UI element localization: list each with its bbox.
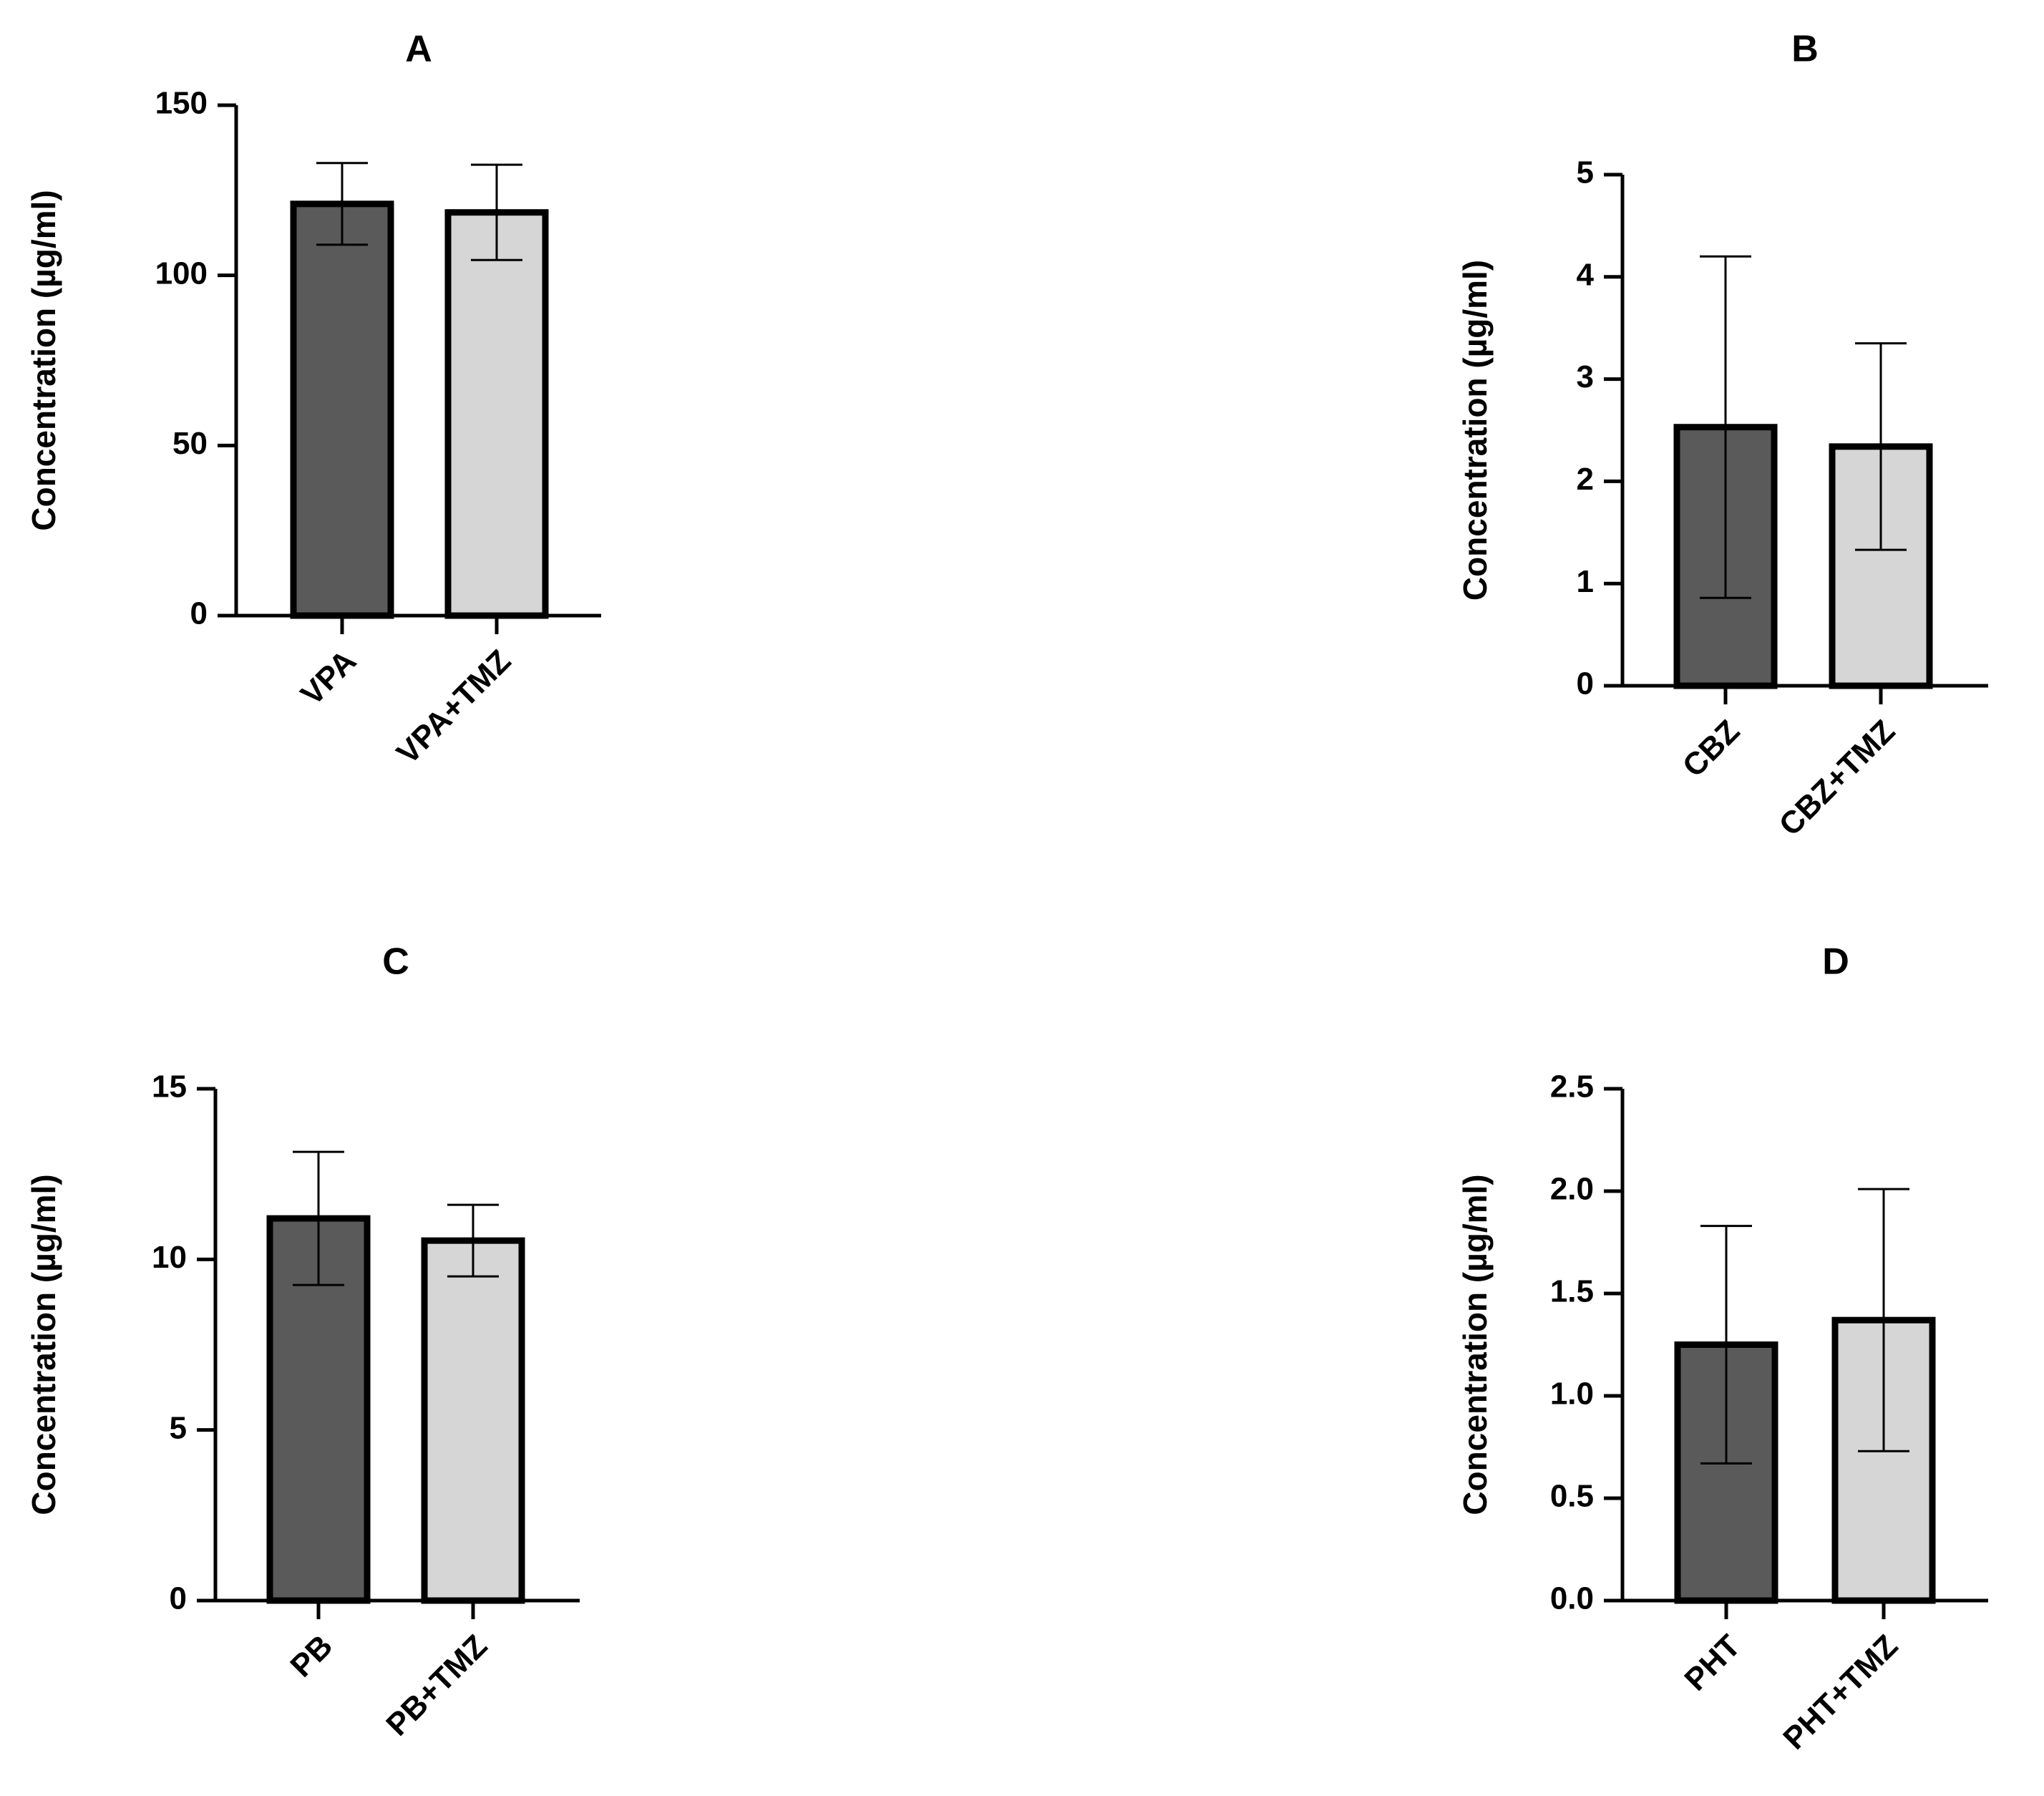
- x-label-cbz: CBZ: [1676, 714, 1747, 785]
- x-label-pht-tmz: PHT+TMZ: [1776, 1628, 1904, 1757]
- panel-b: B Concentration (µg/ml) 0 1 2 3 4 5 CBZ CBZ+TMZ: [1456, 29, 1988, 843]
- panel-c-y-axis-label: Concentration (µg/ml): [25, 1174, 62, 1515]
- x-label-pht: PHT: [1678, 1628, 1747, 1698]
- panel-c-y-tick-label: 0: [170, 1581, 187, 1616]
- panel-a-y-tick-label: 150: [155, 86, 208, 121]
- panel-d-y-tick-label: 0.5: [1550, 1479, 1594, 1514]
- panel-b-y-tick-label: 1: [1577, 564, 1594, 599]
- panel-b-y-tick-label: 2: [1577, 462, 1594, 497]
- panel-a-y-tick-label: 0: [190, 596, 208, 631]
- x-label-cbz-tmz: CBZ+TMZ: [1773, 714, 1902, 843]
- panel-a-y-tick-label: 100: [155, 256, 208, 291]
- panel-b-y-tick-label: 5: [1577, 155, 1594, 190]
- panel-d-y-tick-label: 2.0: [1550, 1172, 1594, 1207]
- x-label-vpa: VPA: [294, 644, 363, 712]
- panel-a-title: A: [405, 29, 432, 70]
- panel-c-y-tick-label: 15: [152, 1069, 187, 1105]
- panel-b-title: B: [1791, 29, 1819, 70]
- panel-b-y-tick-label: 0: [1577, 666, 1594, 702]
- panel-c-y-tick-label: 10: [152, 1240, 187, 1275]
- panel-d-y-tick-label: 2.5: [1550, 1069, 1594, 1105]
- bar-vpa: [290, 200, 394, 619]
- panel-d-title: D: [1822, 941, 1849, 983]
- panel-d-y-tick-label: 1.5: [1550, 1274, 1594, 1309]
- panel-b-y-axis-label: Concentration (µg/ml): [1456, 260, 1494, 601]
- panel-c-title: C: [382, 941, 409, 983]
- x-label-pb-tmz: PB+TMZ: [379, 1628, 494, 1743]
- panel-c-y-tick-label: 5: [170, 1410, 187, 1445]
- panel-d-y-tick-label: 1.0: [1550, 1377, 1594, 1412]
- panel-c: C Concentration (µg/ml) 0 5 10 15 PB PB+TMZ: [25, 941, 580, 1743]
- panel-b-y-tick-label: 3: [1577, 359, 1594, 394]
- panel-d-y-axis-label: Concentration (µg/ml): [1456, 1174, 1494, 1515]
- panel-a: A Concentration (µg/ml) 0 50 100 150 VPA VPA+TM…: [25, 29, 601, 771]
- bar-vpa-tmz: [444, 209, 549, 619]
- panel-a-y-axis-label: Concentration (µg/ml): [25, 190, 62, 530]
- panel-d-y-tick-label: 0.0: [1550, 1581, 1594, 1616]
- x-label-vpa-tmz: VPA+TMZ: [390, 644, 517, 771]
- x-label-pb: PB: [283, 1628, 339, 1684]
- panel-b-y-tick-label: 4: [1577, 257, 1595, 292]
- panel-d: D Concentration (µg/ml) 0.0 0.5 1.0 1.5 2.0 2.5…: [1456, 941, 1988, 1757]
- bar-pb-tmz: [421, 1237, 525, 1604]
- panel-a-y-tick-label: 50: [172, 426, 208, 461]
